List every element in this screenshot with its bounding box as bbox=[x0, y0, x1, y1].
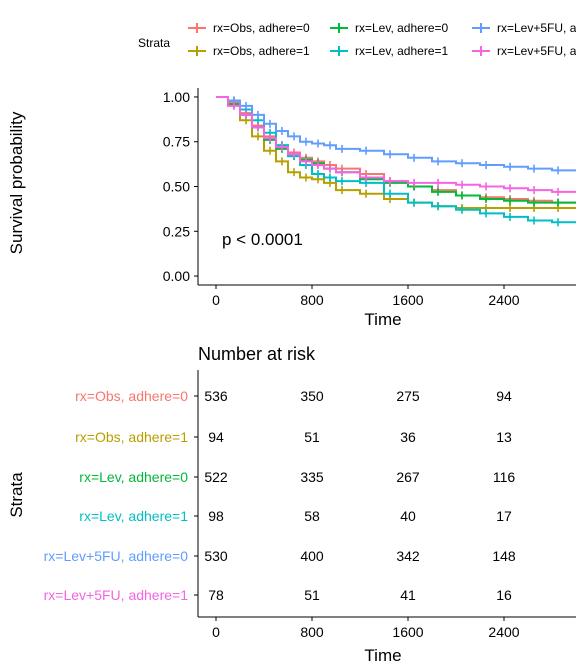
risk-x-tick-label: 800 bbox=[300, 624, 324, 640]
legend-label: rx=Lev+5FU, a bbox=[497, 21, 576, 35]
p-value-annotation: p < 0.0001 bbox=[222, 230, 303, 249]
risk-row-label: rx=Lev+5FU, adhere=0 bbox=[44, 548, 189, 564]
risk-cell: 342 bbox=[396, 548, 420, 564]
legend-label: rx=Obs, adhere=0 bbox=[213, 21, 310, 35]
risk-cell: 148 bbox=[492, 548, 516, 564]
risk-cell: 51 bbox=[304, 587, 320, 603]
risk-cell: 51 bbox=[304, 429, 320, 445]
risk-cell: 536 bbox=[204, 388, 228, 404]
risk-cell: 13 bbox=[496, 429, 512, 445]
risk-cell: 17 bbox=[496, 508, 512, 524]
x-tick-label: 1600 bbox=[392, 292, 423, 308]
risk-cell: 275 bbox=[396, 388, 420, 404]
legend-entry: rx=Obs, adhere=0 bbox=[188, 21, 310, 35]
y-tick-label: 0.00 bbox=[163, 268, 190, 284]
risk-cell: 350 bbox=[300, 388, 324, 404]
risk-x-tick-label: 0 bbox=[212, 624, 220, 640]
risk-row-label: rx=Lev, adhere=0 bbox=[79, 469, 188, 485]
x-tick-label: 0 bbox=[212, 292, 220, 308]
y-axis-label: Survival probability bbox=[7, 111, 26, 254]
risk-table-y-label: Strata bbox=[7, 472, 26, 518]
risk-cell: 41 bbox=[400, 587, 416, 603]
risk-cell: 267 bbox=[396, 469, 420, 485]
risk-cell: 98 bbox=[208, 508, 224, 524]
risk-cell: 40 bbox=[400, 508, 416, 524]
legend-entry: rx=Lev, adhere=0 bbox=[330, 21, 449, 35]
legend-entry: rx=Lev, adhere=1 bbox=[330, 44, 449, 58]
legend-title: Strata bbox=[138, 36, 170, 50]
legend-label: rx=Lev, adhere=1 bbox=[355, 44, 449, 58]
legend-label: rx=Lev+5FU, a bbox=[497, 44, 576, 58]
legend-label: rx=Lev, adhere=0 bbox=[355, 21, 449, 35]
risk-row-label: rx=Lev+5FU, adhere=1 bbox=[44, 587, 189, 603]
risk-cell: 522 bbox=[204, 469, 228, 485]
risk-cell: 36 bbox=[400, 429, 416, 445]
risk-row-label: rx=Obs, adhere=1 bbox=[75, 429, 188, 445]
risk-cell: 400 bbox=[300, 548, 324, 564]
risk-x-tick-label: 1600 bbox=[392, 624, 423, 640]
y-tick-label: 1.00 bbox=[163, 89, 190, 105]
risk-cell: 16 bbox=[496, 587, 512, 603]
risk-cell: 335 bbox=[300, 469, 324, 485]
legend-entry: rx=Obs, adhere=1 bbox=[188, 44, 310, 58]
risk-row-label: rx=Obs, adhere=0 bbox=[75, 388, 188, 404]
y-tick-label: 0.50 bbox=[163, 179, 190, 195]
x-tick-label: 800 bbox=[300, 292, 324, 308]
legend-entry: rx=Lev+5FU, a bbox=[472, 21, 576, 35]
risk-table-title: Number at risk bbox=[198, 344, 316, 364]
y-tick-label: 0.75 bbox=[163, 134, 190, 150]
x-axis-label: Time bbox=[364, 310, 401, 329]
risk-cell: 78 bbox=[208, 587, 224, 603]
legend-entry: rx=Lev+5FU, a bbox=[472, 44, 576, 58]
curves bbox=[216, 95, 576, 227]
risk-cell: 94 bbox=[208, 429, 224, 445]
risk-table: Number at risk Strata Time rx=Obs, adher… bbox=[7, 344, 576, 665]
risk-cell: 116 bbox=[493, 469, 516, 485]
risk-cell: 58 bbox=[304, 508, 320, 524]
legend-label: rx=Obs, adhere=1 bbox=[213, 44, 310, 58]
x-tick-label: 2400 bbox=[488, 292, 519, 308]
y-tick-label: 0.25 bbox=[163, 223, 190, 239]
risk-row-label: rx=Lev, adhere=1 bbox=[79, 508, 188, 524]
legend: Strata rx=Obs, adhere=0 rx=Obs, adhere=1 r… bbox=[138, 21, 576, 58]
series-line bbox=[216, 95, 576, 193]
series-line bbox=[216, 95, 576, 224]
survival-plot: Survival probability Time p < 0.0001 0.0… bbox=[7, 88, 576, 329]
risk-cell: 94 bbox=[496, 388, 512, 404]
risk-x-tick-label: 2400 bbox=[488, 624, 519, 640]
risk-cell: 530 bbox=[204, 548, 228, 564]
risk-table-x-label: Time bbox=[364, 646, 401, 665]
